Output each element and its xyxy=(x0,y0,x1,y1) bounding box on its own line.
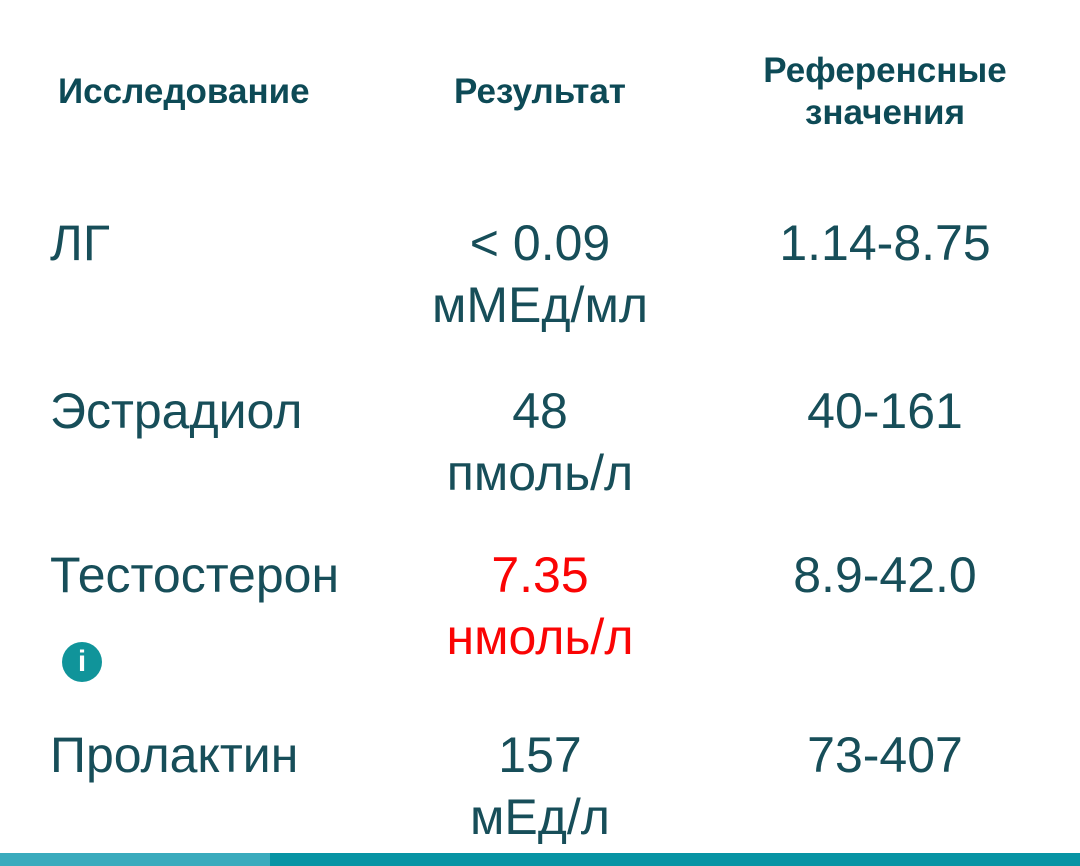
reference-range: 73-407 xyxy=(807,727,963,783)
column-header-reference: Референсные значения xyxy=(763,51,1007,132)
result-unit: пмоль/л xyxy=(446,445,634,501)
result-value: 7.35 xyxy=(491,547,589,603)
test-name: Тестостерон xyxy=(50,547,340,603)
table-row: Тестостерон i 7.35 нмоль/л 8.9-42.0 xyxy=(0,544,1080,682)
result-unit: нмоль/л xyxy=(446,609,634,665)
column-header-test: Исследование xyxy=(58,72,310,111)
info-icon-glyph: i xyxy=(77,645,87,678)
column-header-result: Результат xyxy=(454,72,626,111)
reference-range: 8.9-42.0 xyxy=(793,547,977,603)
test-name: ЛГ xyxy=(50,215,110,271)
result-value: 48 xyxy=(512,383,568,439)
table-row: Пролактин i 157 мЕд/л 73-407 xyxy=(0,724,1080,848)
result-value: 157 xyxy=(498,727,582,783)
table-body: ЛГ i < 0.09 мМЕд/мл 1.14-8.75 Эстрадиол … xyxy=(0,212,1080,848)
reference-range: 1.14-8.75 xyxy=(779,215,991,271)
result-unit: мМЕд/мл xyxy=(432,277,648,333)
test-name: Пролактин xyxy=(50,727,299,783)
horizontal-scrollbar[interactable] xyxy=(0,853,1080,866)
info-icon[interactable]: i xyxy=(62,642,102,682)
scrollbar-thumb[interactable] xyxy=(0,853,270,866)
table-row: Эстрадиол i 48 пмоль/л 40-161 xyxy=(0,380,1080,504)
result-unit: мЕд/л xyxy=(470,789,610,845)
result-value: < 0.09 xyxy=(469,215,611,271)
reference-range: 40-161 xyxy=(807,383,963,439)
test-name: Эстрадиол xyxy=(50,383,303,439)
table-row: ЛГ i < 0.09 мМЕд/мл 1.14-8.75 xyxy=(0,212,1080,336)
table-header: Исследование Результат Референсные значе… xyxy=(0,0,1080,134)
